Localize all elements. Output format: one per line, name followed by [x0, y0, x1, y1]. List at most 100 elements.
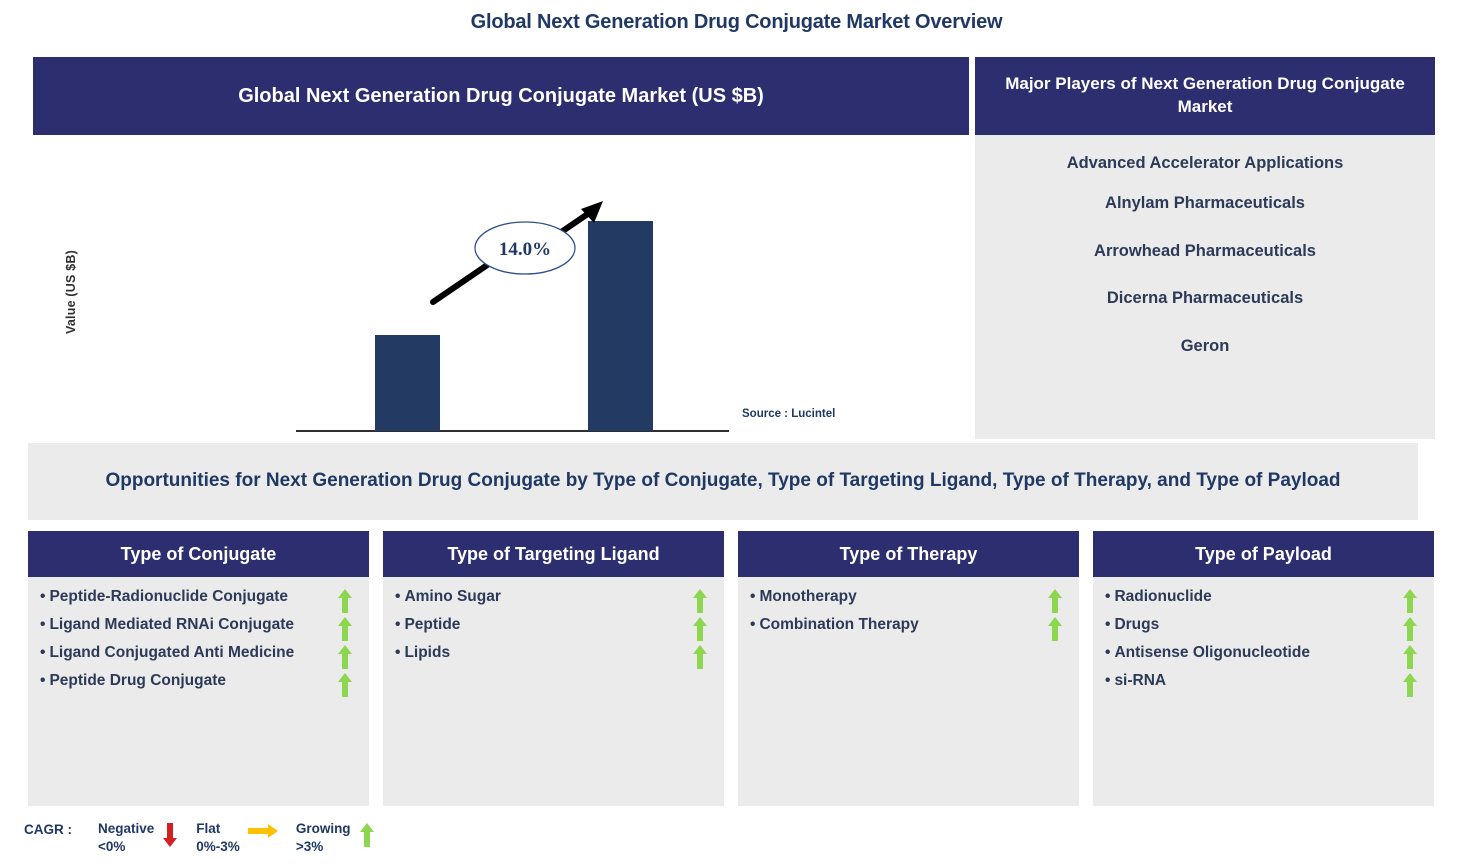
- arrow-up-icon: [338, 673, 352, 697]
- arrow-up-icon: [359, 823, 374, 847]
- chart-source-note: Source : Lucintel: [742, 408, 836, 420]
- arrow-up-icon: [1403, 645, 1417, 669]
- major-player-item: Alnylam Pharmaceuticals: [1105, 193, 1305, 212]
- cagr-legend-entry: Negative <0%: [98, 820, 182, 856]
- arrow-up-icon: [693, 589, 707, 613]
- opportunity-item-list: • Peptide-Radionuclide Conjugate • Ligand M…: [28, 577, 369, 806]
- arrow-right-icon: [247, 824, 278, 838]
- opportunity-item: • Peptide-Radionuclide Conjugate: [38, 587, 357, 613]
- cagr-legend-entry-range: <0%: [98, 839, 126, 855]
- opportunity-item: • Radionuclide: [1103, 587, 1422, 613]
- opportunity-item: • Lipids: [393, 643, 712, 669]
- bullet-icon: •: [1105, 672, 1111, 689]
- opportunity-trend-arrow: [333, 587, 357, 613]
- opportunity-column-header: Type of Conjugate: [28, 531, 369, 577]
- opportunity-item-label: • Peptide-Radionuclide Conjugate: [40, 588, 288, 605]
- arrow-up-icon: [1403, 589, 1417, 613]
- arrow-right-icon: [247, 820, 278, 842]
- opportunity-column: Type of Targeting Ligand • Amino Sugar • Pep…: [383, 531, 724, 806]
- arrow-down-icon: [162, 820, 178, 850]
- opportunity-item-label: • Radionuclide: [1105, 588, 1212, 605]
- opportunity-trend-arrow: [688, 615, 712, 641]
- cagr-legend-entry: Growing >3%: [296, 820, 379, 856]
- opportunity-item-label: • Combination Therapy: [750, 616, 919, 633]
- opportunity-item: • Ligand Conjugated Anti Medicine: [38, 643, 357, 669]
- opportunity-trend-arrow: [1043, 615, 1067, 641]
- opportunity-trend-arrow: [1398, 671, 1422, 697]
- opportunity-column-header: Type of Therapy: [738, 531, 1079, 577]
- opportunity-trend-arrow: [1398, 587, 1422, 613]
- major-player-item: Dicerna Pharmaceuticals: [1106, 289, 1304, 308]
- opportunity-trend-arrow: [333, 643, 357, 669]
- cagr-legend-entry: Flat 0%-3%: [196, 820, 282, 856]
- opportunity-trend-arrow: [333, 615, 357, 641]
- cagr-legend-entry-text: Negative <0%: [98, 820, 154, 856]
- opportunity-trend-arrow: [1398, 615, 1422, 641]
- opportunity-column: Type of Therapy • Monotherapy • Combination …: [738, 531, 1079, 806]
- cagr-legend: CAGR : Negative <0% Flat 0%-3% Growing >3%: [24, 820, 393, 856]
- opportunity-item: • Ligand Mediated RNAi Conjugate: [38, 615, 357, 641]
- opportunity-item: • Peptide Drug Conjugate: [38, 671, 357, 697]
- opportunity-item: • Antisense Oligonucleotide: [1103, 643, 1422, 669]
- bullet-icon: •: [395, 616, 401, 633]
- arrow-up-icon: [1403, 617, 1417, 641]
- arrow-up-icon: [359, 820, 375, 850]
- cagr-callout-bubble: [474, 221, 576, 275]
- cagr-legend-entry-text: Flat 0%-3%: [196, 820, 240, 856]
- opportunity-trend-arrow: [333, 671, 357, 697]
- bullet-icon: •: [40, 588, 46, 605]
- opportunity-trend-arrow: [1043, 587, 1067, 613]
- opportunity-item: • Drugs: [1103, 615, 1422, 641]
- cagr-legend-entry-name: Negative: [98, 821, 155, 836]
- opportunity-item-label: • Peptide Drug Conjugate: [40, 672, 226, 689]
- arrow-up-icon: [338, 645, 352, 669]
- bullet-icon: •: [395, 644, 401, 661]
- opportunity-column-header: Type of Targeting Ligand: [383, 531, 724, 577]
- bullet-icon: •: [395, 588, 401, 605]
- opportunity-item: • Peptide: [393, 615, 712, 641]
- arrow-up-icon: [1403, 673, 1417, 697]
- opportunity-item-label: • Ligand Conjugated Anti Medicine: [40, 644, 295, 661]
- opportunity-item-label: • si-RNA: [1105, 672, 1167, 689]
- opportunities-banner: Opportunities for Next Generation Drug C…: [28, 443, 1418, 520]
- bullet-icon: •: [1105, 644, 1111, 661]
- arrow-up-icon: [1048, 617, 1062, 641]
- bullet-icon: •: [1105, 616, 1111, 633]
- cagr-callout-label: 14.0%: [499, 239, 551, 260]
- cagr-legend-entry-range: 0%-3%: [196, 839, 240, 855]
- opportunity-item-label: • Peptide: [395, 616, 461, 633]
- bullet-icon: •: [40, 672, 46, 689]
- bullet-icon: •: [750, 616, 756, 633]
- opportunity-item: • Amino Sugar: [393, 587, 712, 613]
- bar-chart-svg: 14.0%: [296, 201, 729, 432]
- arrow-up-icon: [338, 589, 352, 613]
- market-chart-panel: Global Next Generation Drug Conjugate Ma…: [33, 57, 969, 514]
- opportunity-item-list: • Monotherapy • Combination Therapy: [738, 577, 1079, 806]
- major-players-panel: Major Players of Next Generation Drug Co…: [975, 57, 1435, 439]
- opportunity-trend-arrow: [688, 587, 712, 613]
- chart-bar-2025: [375, 335, 440, 431]
- cagr-legend-label: CAGR :: [24, 822, 72, 837]
- opportunity-item-label: • Drugs: [1105, 616, 1160, 633]
- cagr-legend-entry-name: Growing: [295, 821, 351, 836]
- bullet-icon: •: [1105, 588, 1111, 605]
- arrow-up-icon: [338, 617, 352, 641]
- major-player-item: Advanced Accelerator Applications: [1066, 154, 1344, 172]
- opportunity-item-label: • Antisense Oligonucleotide: [1105, 644, 1310, 661]
- opportunity-item: • Monotherapy: [748, 587, 1067, 613]
- opportunity-item-label: • Amino Sugar: [395, 588, 501, 605]
- major-players-list: Advanced Accelerator Applications Alnylam…: [975, 135, 1435, 439]
- opportunity-column-header: Type of Payload: [1093, 531, 1434, 577]
- opportunity-column: Type of Conjugate • Peptide-Radionuclide C…: [28, 531, 369, 806]
- opportunity-item-label: • Monotherapy: [750, 588, 857, 605]
- opportunity-columns: Type of Conjugate • Peptide-Radionuclide C…: [28, 531, 1448, 806]
- cagr-legend-entry-range: >3%: [295, 839, 324, 855]
- chart-panel-header: Global Next Generation Drug Conjugate Ma…: [33, 57, 969, 135]
- opportunity-item-list: • Radionuclide • Drugs • Antisense Oligonucle…: [1093, 577, 1434, 806]
- page-title: Global Next Generation Drug Conjugate Ma…: [470, 11, 1003, 33]
- bullet-icon: •: [40, 616, 46, 633]
- opportunity-column: Type of Payload • Radionuclide • Drugs • Antis…: [1093, 531, 1434, 806]
- opportunity-item-label: • Lipids: [395, 644, 451, 661]
- opportunity-item-label: • Ligand Mediated RNAi Conjugate: [40, 616, 294, 633]
- arrow-down-icon: [163, 823, 178, 847]
